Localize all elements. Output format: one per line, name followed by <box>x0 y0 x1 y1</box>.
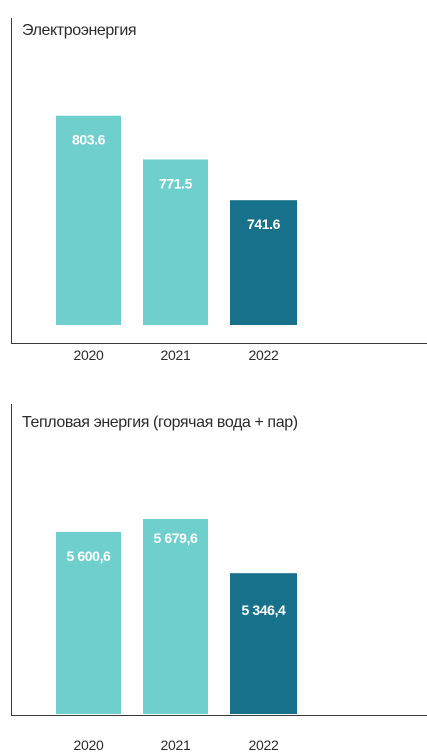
chart-title: Тепловая энергия (горячая вода + пар) <box>22 414 298 431</box>
bar-2021 <box>143 519 208 714</box>
bar-2022 <box>230 200 297 325</box>
electricity-chart: Электроэнергия 803.6 2020 771.5 2021 741.6 20… <box>11 18 427 363</box>
bar-group: 5 600,6 2020 5 679,6 2021 5 346,4 2022 <box>56 519 297 753</box>
chart-title: Электроэнергия <box>22 22 136 39</box>
bar-2020 <box>56 531 121 714</box>
bar-2020 <box>56 115 121 325</box>
x-tick-label: 2022 <box>249 737 279 753</box>
x-tick-label: 2021 <box>161 737 191 753</box>
x-tick-label: 2020 <box>74 737 104 753</box>
bar-2021 <box>143 159 208 325</box>
bar-value-label: 741.6 <box>247 216 281 232</box>
bar-group: 803.6 2020 771.5 2021 741.6 2022 <box>56 115 297 363</box>
bar-value-label: 5 346,4 <box>242 602 287 618</box>
bar-2022 <box>230 573 297 714</box>
bar-value-label: 5 600,6 <box>67 548 112 564</box>
x-tick-label: 2021 <box>161 347 191 363</box>
bar-value-label: 5 679,6 <box>154 530 199 546</box>
bar-value-label: 803.6 <box>72 132 106 148</box>
bar-value-label: 771.5 <box>159 175 193 191</box>
heat-energy-chart: Тепловая энергия (горячая вода + пар) 5 … <box>11 404 427 753</box>
x-tick-label: 2022 <box>249 347 279 363</box>
x-tick-label: 2020 <box>74 347 104 363</box>
